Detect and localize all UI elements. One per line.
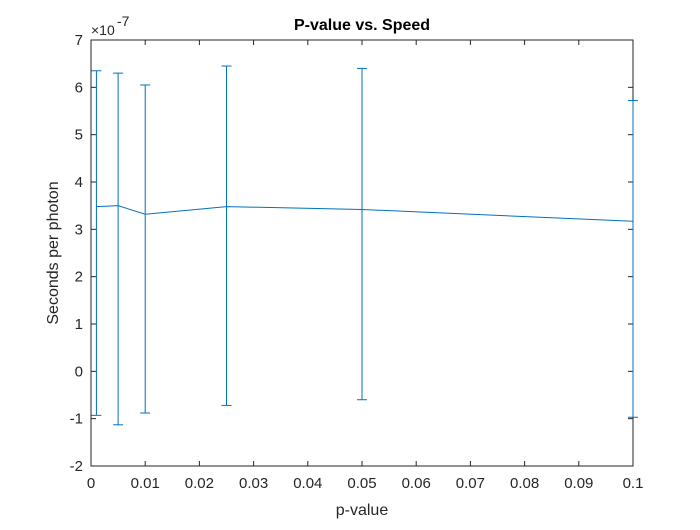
y-tick-label: -2 xyxy=(70,458,83,475)
x-tick-label: 0.08 xyxy=(510,475,539,492)
x-tick-label: 0.06 xyxy=(402,475,431,492)
y-exponent-label: -7 xyxy=(117,13,130,29)
chart-title: P-value vs. Speed xyxy=(294,17,430,34)
x-tick-label: 0.05 xyxy=(347,475,376,492)
y-tick-label: 2 xyxy=(75,269,83,286)
y-tick-label: -1 xyxy=(70,411,83,428)
x-tick-label: 0 xyxy=(87,475,95,492)
x-tick-label: 0.07 xyxy=(456,475,485,492)
x-tick-label: 0.09 xyxy=(564,475,593,492)
y-tick-label: 3 xyxy=(75,221,83,238)
x-tick-label: 0.04 xyxy=(293,475,322,492)
x-tick-label: 0.03 xyxy=(239,475,268,492)
data-layer xyxy=(91,65,638,426)
x-tick-label: 0.02 xyxy=(185,475,214,492)
y-tick-label: 4 xyxy=(75,174,83,191)
y-tick-label: 5 xyxy=(75,127,83,144)
series-line xyxy=(96,205,634,222)
y-multiplier-label: ×10 xyxy=(91,22,115,38)
y-axis-label: Seconds per photon xyxy=(45,181,62,324)
y-tick-label: 0 xyxy=(75,363,83,380)
y-tick-label: 7 xyxy=(75,32,83,49)
x-tick-label: 0.01 xyxy=(131,475,160,492)
x-tick-label: 0.1 xyxy=(623,475,644,492)
y-tick-label: 1 xyxy=(75,316,83,333)
y-tick-label: 6 xyxy=(75,79,83,96)
x-axis-label: p-value xyxy=(336,502,389,519)
ticks-layer: 0 0.01 0.02 0.03 0.04 0.05 0.06 0.07 0.08 0.09 0.1… xyxy=(70,32,644,492)
